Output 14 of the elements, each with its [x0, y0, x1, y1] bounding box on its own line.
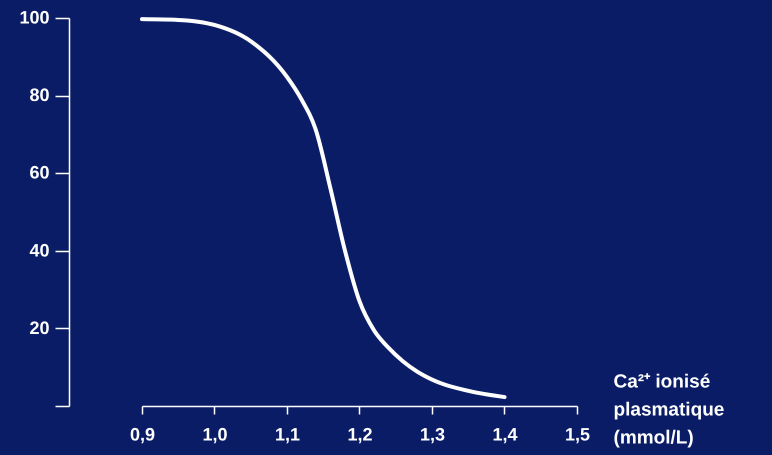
y-tick-label: 80 [29, 85, 50, 106]
y-tick-label: 40 [29, 240, 50, 260]
x-tick-label: 1,1 [274, 424, 300, 444]
x-tick-label: 1,3 [420, 424, 446, 444]
y-tick-label: 60 [29, 162, 50, 183]
x-tick-label: 1,4 [492, 424, 518, 444]
x-tick-label: 1,5 [564, 424, 590, 444]
line-series [140, 17, 506, 400]
x-tick-label: 1,0 [202, 424, 228, 444]
y-tick-label: 20 [29, 318, 50, 338]
x-tick-label: 1,2 [347, 424, 373, 444]
x-axis-title: Ca²⁺ ionisé plasmatique (mmol/L) [614, 372, 724, 448]
y-tick-label: 100 [19, 8, 50, 28]
x-tick-label: 0,9 [130, 424, 156, 444]
